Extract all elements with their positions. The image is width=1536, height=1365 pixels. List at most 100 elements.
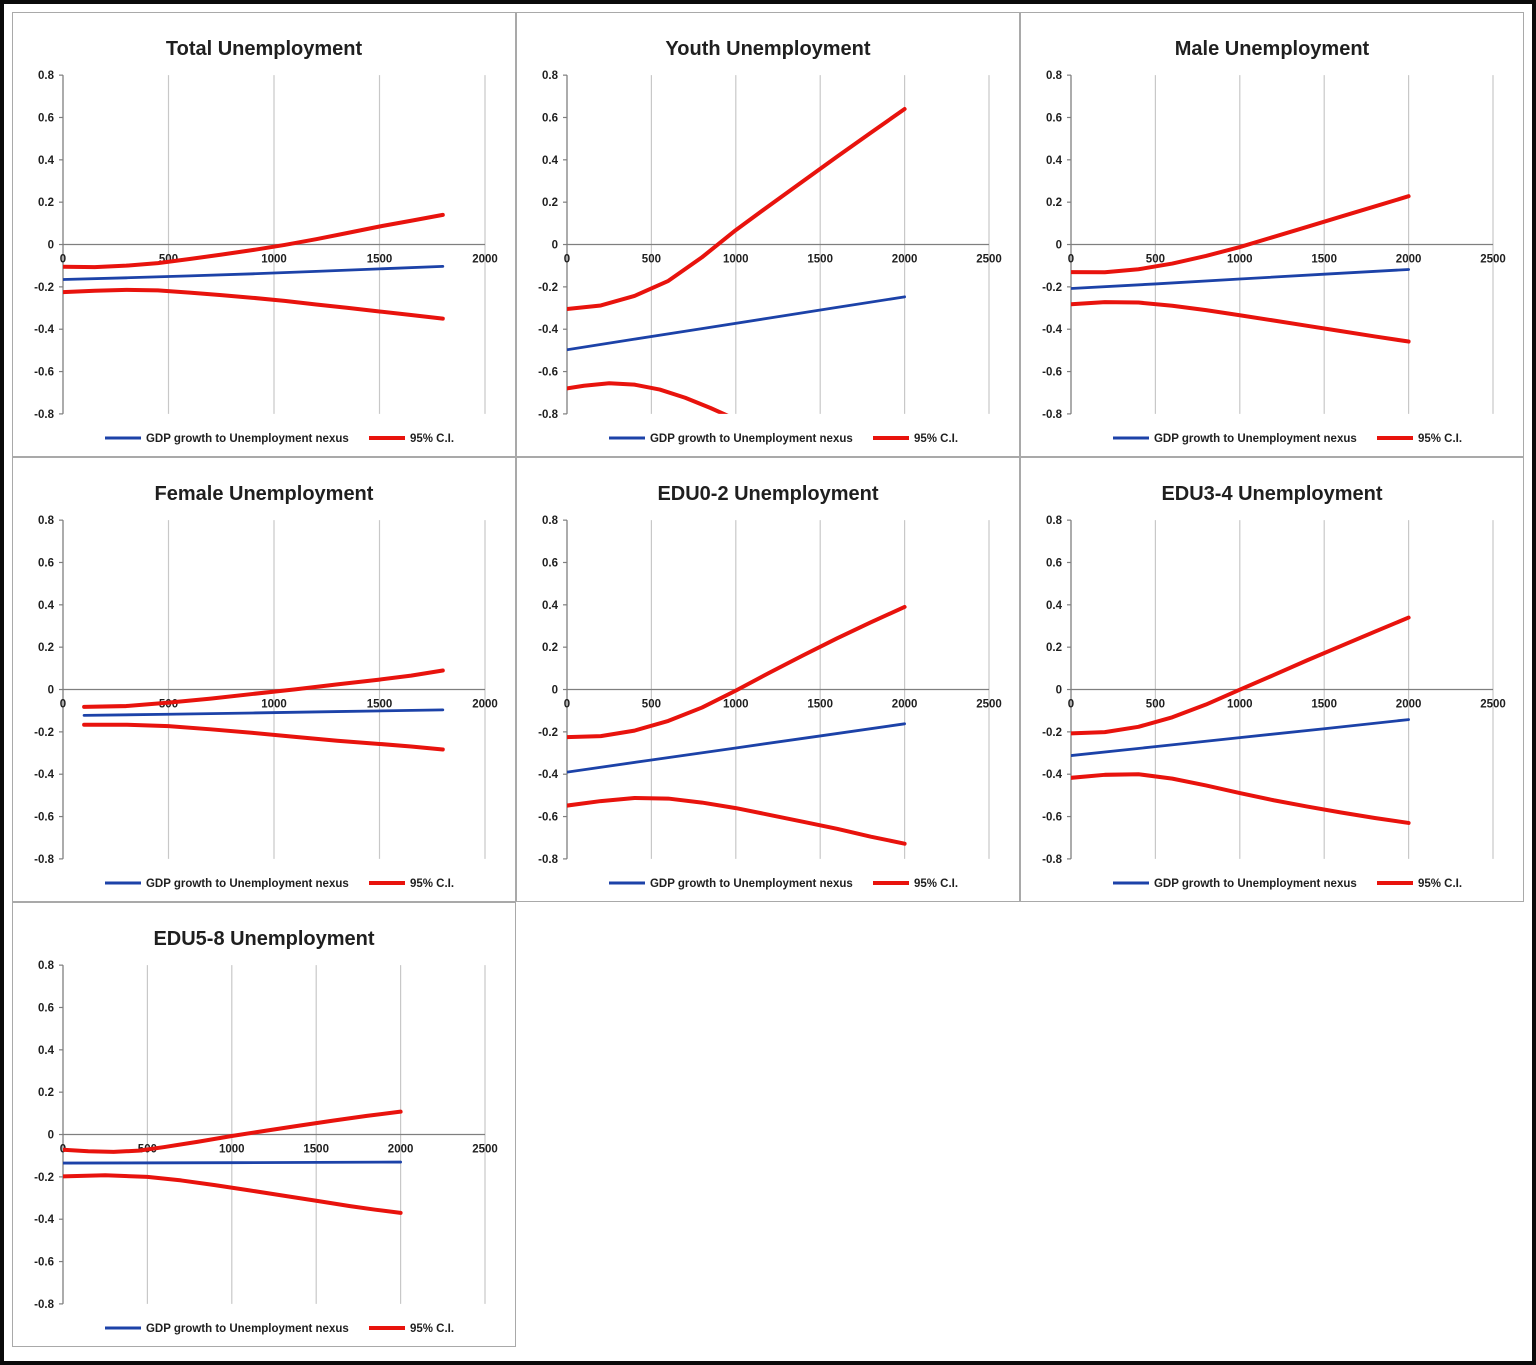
x-tick-label: 1500 <box>807 254 833 266</box>
x-tick-label: 2500 <box>1480 254 1506 266</box>
y-tick-label: 0.8 <box>542 515 559 527</box>
y-tick-label: -0.6 <box>34 812 54 824</box>
ci-line <box>63 212 445 270</box>
y-tick-label: -0.8 <box>1042 409 1062 421</box>
y-tick-label: -0.4 <box>1042 769 1062 781</box>
x-tick-label: 2500 <box>976 699 1002 711</box>
x-tick-label: 0 <box>1068 699 1074 711</box>
ci-line <box>82 668 445 709</box>
y-tick-label: -0.6 <box>1042 367 1062 379</box>
y-tick-label: -0.2 <box>34 1172 54 1184</box>
y-tick-label: -0.8 <box>34 854 54 866</box>
y-tick-label: 0.2 <box>1046 642 1062 654</box>
y-tick-label: 0.6 <box>542 112 558 124</box>
y-tick-label: 0 <box>1056 685 1062 697</box>
y-tick-label: -0.6 <box>538 367 558 379</box>
x-tick-label: 1500 <box>367 699 393 711</box>
chart-title: Female Unemployment <box>155 483 374 505</box>
y-tick-label: 0 <box>48 240 54 252</box>
x-tick-label: 0 <box>60 254 66 266</box>
chart-title: EDU3-4 Unemployment <box>1161 483 1382 505</box>
y-tick-label: 0.4 <box>1046 600 1063 612</box>
x-tick-label: 1000 <box>723 699 749 711</box>
chart-panel-female-unemployment: 0.8 0.6 0.4 0.2 0 -0.2 -0.4 -0.6 -0.8 0 500 1000 150… <box>12 457 516 902</box>
y-tick-label: 0.8 <box>38 70 55 82</box>
y-tick-label: -0.6 <box>34 1257 54 1269</box>
chart-svg-edu3-4-unemployment: 0.8 0.6 0.4 0.2 0 -0.2 -0.4 -0.6 -0.8 0 500 1000 150… <box>1042 483 1506 890</box>
y-tick-label: 0.2 <box>38 197 54 209</box>
ci-line <box>567 604 907 740</box>
legend-label-ci: 95% C.I. <box>914 433 958 445</box>
chart-panel-male-unemployment: 0.8 0.6 0.4 0.2 0 -0.2 -0.4 -0.6 -0.8 0 500 1000 150… <box>1020 12 1524 457</box>
y-tick-label: 0.8 <box>38 515 55 527</box>
series-line <box>63 1160 403 1165</box>
x-tick-label: 2000 <box>892 699 918 711</box>
y-tick-label: 0.8 <box>38 960 55 972</box>
chart-svg-male-unemployment: 0.8 0.6 0.4 0.2 0 -0.2 -0.4 -0.6 -0.8 0 500 1000 150… <box>1042 38 1506 445</box>
series-line <box>1071 718 1411 757</box>
y-tick-label: 0 <box>48 1130 54 1142</box>
y-tick-label: -0.6 <box>1042 812 1062 824</box>
x-tick-label: 500 <box>642 254 661 266</box>
y-tick-label: -0.4 <box>538 324 558 336</box>
ci-line <box>63 1109 403 1154</box>
y-tick-label: 0.8 <box>1046 515 1063 527</box>
y-tick-label: -0.4 <box>538 769 558 781</box>
y-tick-label: -0.2 <box>34 727 54 739</box>
y-tick-label: -0.2 <box>538 282 558 294</box>
chart-title: EDU0-2 Unemployment <box>657 483 878 505</box>
chart-panel-youth-unemployment: 0.8 0.6 0.4 0.2 0 -0.2 -0.4 -0.6 -0.8 0 500 1000 150… <box>516 12 1020 457</box>
x-tick-label: 1500 <box>807 699 833 711</box>
series-line <box>1071 268 1411 290</box>
y-tick-label: -0.2 <box>34 282 54 294</box>
legend-label-ci: 95% C.I. <box>1418 878 1462 890</box>
x-tick-label: 2500 <box>976 254 1002 266</box>
x-tick-label: 0 <box>564 254 570 266</box>
series-line <box>63 264 445 281</box>
y-tick-label: -0.4 <box>34 1214 54 1226</box>
y-tick-label: -0.4 <box>1042 324 1062 336</box>
y-tick-label: 0 <box>552 685 558 697</box>
ci-line <box>1071 772 1411 825</box>
legend-label-ci: 95% C.I. <box>410 878 454 890</box>
x-tick-label: 0 <box>60 699 66 711</box>
x-tick-label: 1000 <box>219 1144 245 1156</box>
x-tick-label: 2000 <box>388 1144 414 1156</box>
x-tick-label: 2500 <box>1480 699 1506 711</box>
y-tick-label: 0.4 <box>542 155 559 167</box>
y-tick-label: -0.6 <box>538 812 558 824</box>
y-tick-label: -0.8 <box>538 854 558 866</box>
legend-label-ci: 95% C.I. <box>410 1323 454 1335</box>
y-tick-label: 0.8 <box>1046 70 1063 82</box>
legend-label-series: GDP growth to Unemployment nexus <box>650 433 853 445</box>
ci-line <box>82 722 445 752</box>
chart-svg-edu5-8-unemployment: 0.80.60.40.20-0.2-0.4-0.6-0.80 500 1000 150… <box>34 928 498 1335</box>
y-tick-label: -0.8 <box>34 409 54 421</box>
y-tick-label: 0.6 <box>38 557 54 569</box>
legend-label-series: GDP growth to Unemployment nexus <box>146 878 349 890</box>
series-line <box>567 295 907 352</box>
ci-line <box>567 381 729 414</box>
y-tick-label: 0.4 <box>38 1045 55 1057</box>
y-tick-label: 0.2 <box>38 1087 54 1099</box>
y-tick-label: -0.4 <box>34 769 54 781</box>
y-tick-label: 0.6 <box>1046 112 1062 124</box>
legend-label-series: GDP growth to Unemployment nexus <box>146 433 349 445</box>
chart-svg-youth-unemployment: 0.8 0.6 0.4 0.2 0 -0.2 -0.4 -0.6 -0.8 0 500 1000 150… <box>538 38 1002 445</box>
x-tick-label: 2000 <box>1396 254 1422 266</box>
chart-panel-edu0-2-unemployment: 0.8 0.6 0.4 0.2 0 -0.2 -0.4 -0.6 -0.8 0 500 1000 150… <box>516 457 1020 902</box>
x-tick-label: 0 <box>1068 254 1074 266</box>
series-line <box>567 722 907 774</box>
y-tick-label: 0.6 <box>1046 557 1062 569</box>
chart-title: Male Unemployment <box>1175 38 1370 60</box>
x-tick-label: 1000 <box>261 699 287 711</box>
y-tick-label: 0 <box>1056 240 1062 252</box>
ci-line <box>1071 300 1411 344</box>
y-tick-label: 0.2 <box>1046 197 1062 209</box>
y-tick-label: 0 <box>48 685 54 697</box>
x-tick-label: 1500 <box>303 1144 329 1156</box>
ci-line <box>63 287 445 321</box>
chart-panel-edu5-8-unemployment: 0.8 0.6 0.4 0.2 0 -0.2 -0.4 -0.6 -0.8 0 500 1000 150… <box>12 902 516 1347</box>
chart-grid: 0.8 0.6 0.4 0.2 0 -0.2 -0.4 -0.6 -0.8 0 500 1000 150… <box>12 12 1524 1347</box>
